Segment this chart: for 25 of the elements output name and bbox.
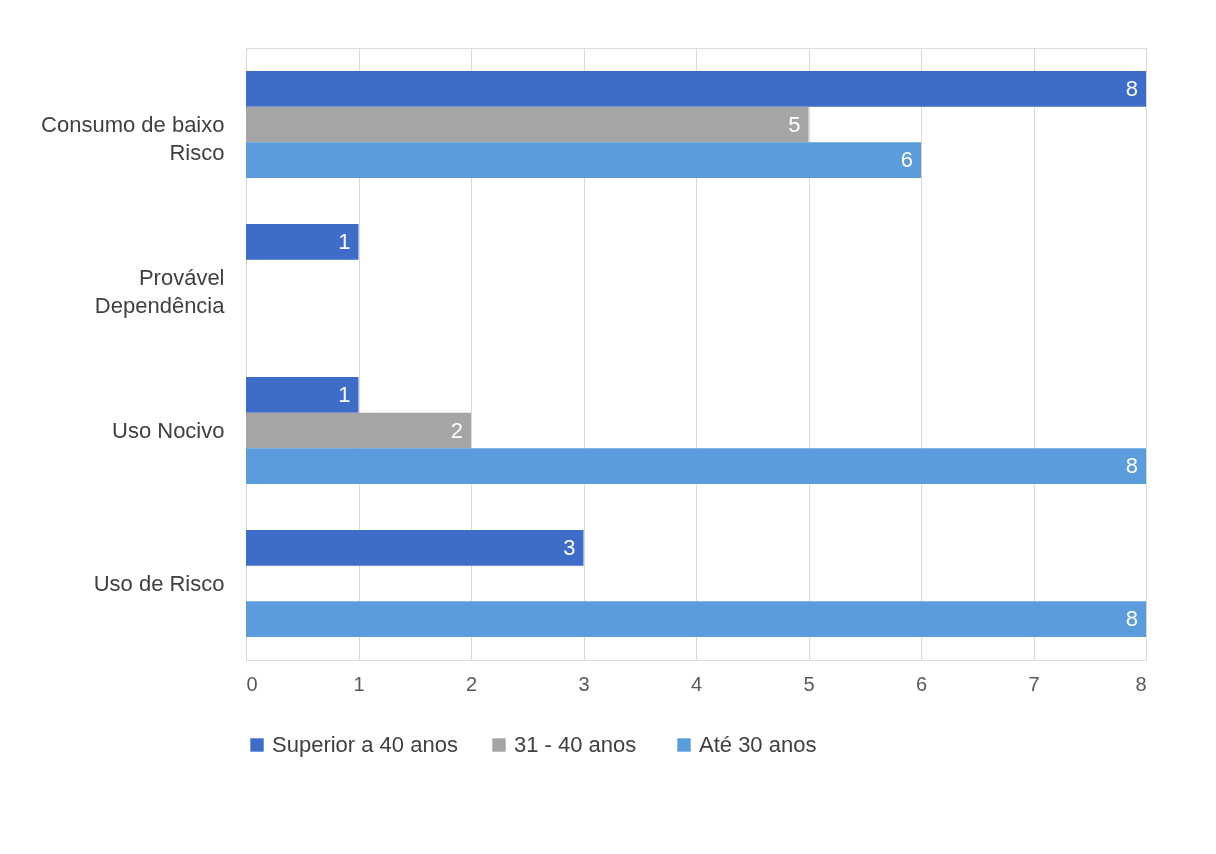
x-tick-label: 6 (915, 672, 928, 695)
x-tick-label: 4 (690, 672, 703, 695)
y-tick-label: Provável Dependência (94, 264, 226, 318)
x-tick-label: 8 (1135, 672, 1147, 695)
data-label: 1 (338, 381, 351, 407)
x-tick-label: 0 (246, 672, 258, 695)
y-tick-label: Uso Nocivo (112, 417, 225, 443)
x-tick-label: 3 (578, 672, 590, 695)
x-tick-label: 5 (803, 672, 815, 695)
data-label: 1 (338, 228, 351, 254)
data-label: 3 (563, 534, 576, 560)
y-tick-label: Consumo de baixo Risco (41, 111, 225, 165)
data-label: 5 (788, 111, 801, 137)
y-tick-label: Uso de Risco (93, 570, 225, 596)
legend-label: 31 - 40 anos (514, 732, 637, 757)
data-label: 2 (450, 417, 463, 443)
x-tick-label: 1 (353, 672, 365, 695)
data-label: 8 (1125, 75, 1138, 101)
legend-label: Até 30 anos (699, 732, 817, 757)
data-label: 8 (1125, 453, 1138, 479)
x-tick-label: 7 (1028, 672, 1040, 695)
data-label: 6 (900, 147, 913, 173)
legend-label: Superior a 40 anos (272, 732, 458, 757)
x-tick-label: 2 (465, 672, 478, 695)
data-label: 8 (1125, 606, 1138, 632)
